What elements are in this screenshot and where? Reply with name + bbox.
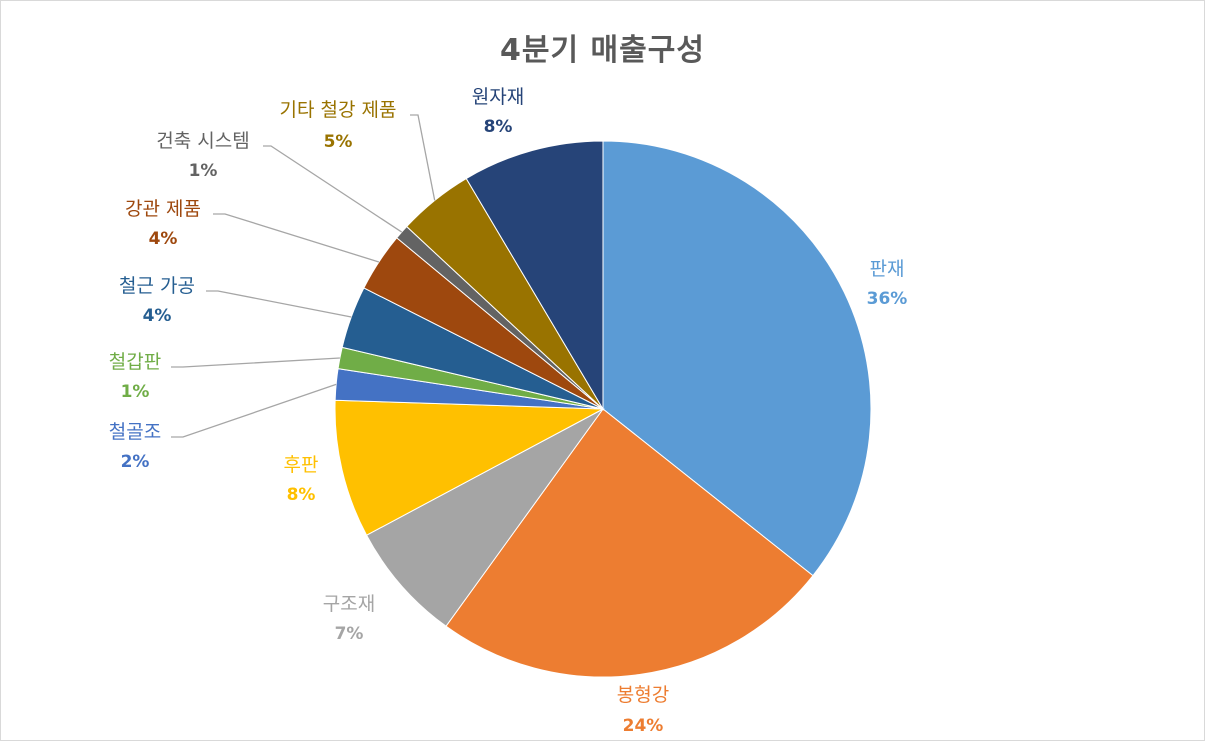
leader-line-기타-철강-제품: [410, 114, 436, 201]
leader-line-강관-제품: [213, 213, 380, 263]
slice-label-강관-제품: 강관 제품: [125, 198, 201, 220]
leader-line-철골조: [171, 383, 337, 438]
slice-percent-철근-가공: 4%: [143, 306, 172, 326]
slice-percent-구조재: 7%: [335, 624, 364, 644]
slice-percent-후판: 8%: [287, 485, 316, 505]
slice-percent-기타-철강-제품: 5%: [324, 132, 353, 152]
slice-label-철근-가공: 철근 가공: [119, 275, 195, 297]
slice-label-봉형강: 봉형강: [617, 684, 669, 706]
slice-percent-강관-제품: 4%: [149, 229, 178, 249]
pie-slice-판재: [602, 140, 872, 577]
leader-line-건축-시스템: [263, 145, 403, 233]
pie-slice-후판: [334, 399, 605, 536]
slice-percent-판재: 36%: [867, 289, 908, 309]
slice-label-철골조: 철골조: [109, 421, 161, 443]
pie-slice-구조재: [365, 408, 604, 627]
leader-line-철갑판: [171, 357, 340, 368]
slice-label-기타-철강-제품: 기타 철강 제품: [280, 99, 397, 121]
pie-slice-원자재: [465, 140, 604, 411]
slice-percent-원자재: 8%: [484, 117, 513, 137]
slice-label-원자재: 원자재: [472, 86, 524, 108]
pie-slice-봉형강: [445, 408, 814, 678]
chart-title: 4분기 매출구성: [500, 33, 705, 68]
slice-percent-철갑판: 1%: [121, 382, 150, 402]
slice-label-판재: 판재: [870, 258, 905, 280]
slice-label-구조재: 구조재: [323, 593, 375, 615]
leader-line-철근-가공: [206, 290, 352, 318]
slice-percent-철골조: 2%: [121, 452, 150, 472]
slice-percent-건축-시스템: 1%: [189, 161, 218, 181]
slice-label-건축-시스템: 건축 시스템: [156, 130, 249, 152]
slice-label-후판: 후판: [284, 454, 319, 476]
slice-label-철갑판: 철갑판: [109, 351, 161, 373]
slice-percent-봉형강: 24%: [623, 716, 664, 736]
